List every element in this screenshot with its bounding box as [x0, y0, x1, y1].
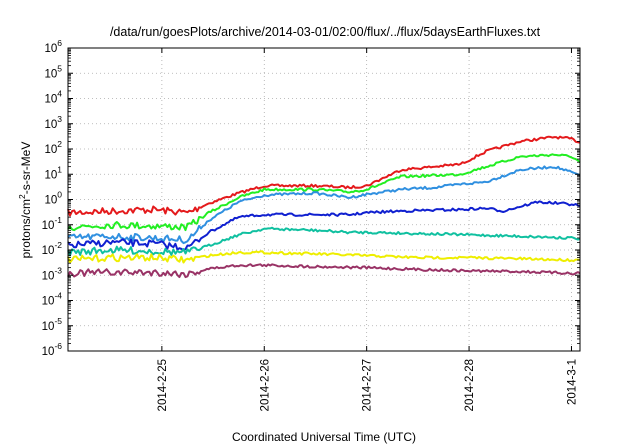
x-tick-label: 2014-2-28 [464, 359, 476, 411]
series-layer [67, 135, 581, 279]
grid-lines [68, 47, 580, 352]
plot-frame [67, 47, 581, 352]
y-tick-label: 10-3 [42, 265, 63, 282]
x-axis-label: Coordinated Universal Time (UTC) [232, 430, 416, 444]
flux-series-line [67, 165, 581, 245]
flux-series-line [67, 153, 581, 232]
y-tick-label: 10-4 [42, 291, 63, 308]
y-tick-label: 10-6 [42, 341, 63, 358]
y-tick-label: 10-2 [42, 240, 63, 257]
x-tick-label: 2014-2-26 [259, 359, 271, 411]
y-tick-label: 101 [44, 164, 62, 181]
y-tick-label: 106 [44, 38, 62, 55]
y-tick-label: 104 [44, 89, 62, 106]
flux-series-line [67, 200, 581, 252]
y-tick-label: 103 [44, 114, 62, 131]
y-tick-label: 100 [44, 190, 62, 207]
flux-series-line [67, 226, 581, 257]
axis-ticks: 10-6 10-5 10-4 10-3 10-2 10-1 100 101 102 103 104 1… [42, 38, 580, 411]
y-tick-label: 10-5 [42, 316, 63, 333]
flux-series-line [67, 263, 581, 279]
y-axis-label: protons/cm2-s-sr-MeV [17, 142, 33, 259]
y-tick-label: 10-1 [42, 215, 63, 232]
x-tick-label: 2014-3-1 [566, 359, 578, 405]
flux-series-line [67, 135, 581, 217]
y-tick-label: 102 [44, 139, 62, 156]
x-tick-label: 2014-2-27 [362, 359, 374, 411]
flux-series-line [67, 250, 581, 264]
chart-title: /data/run/goesPlots/archive/2014-03-01/0… [110, 25, 541, 39]
x-tick-label: 2014-2-25 [157, 359, 169, 411]
y-tick-label: 105 [44, 63, 62, 80]
